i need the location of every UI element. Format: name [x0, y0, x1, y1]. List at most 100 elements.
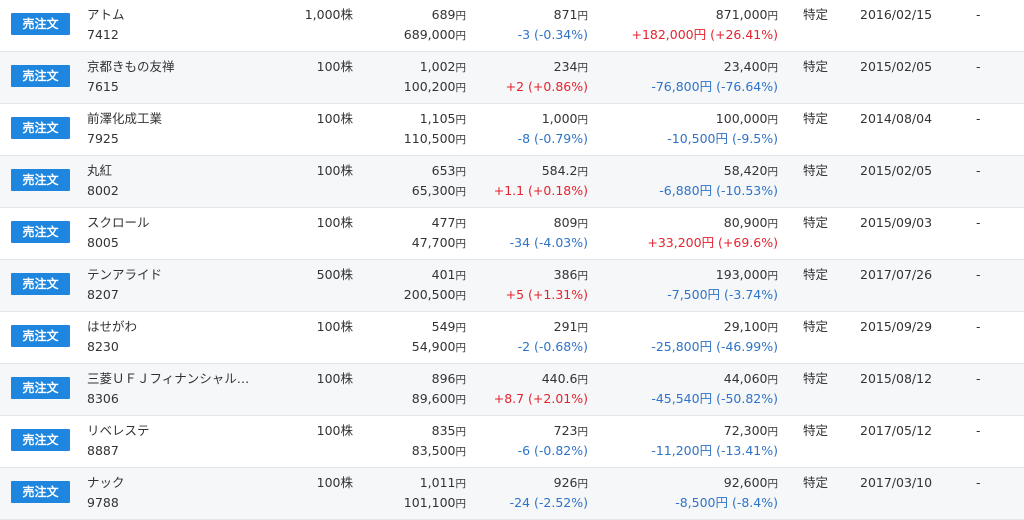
day-change: -6 (-0.82%): [517, 443, 588, 458]
currency-unit: 円: [577, 426, 589, 438]
stock-name[interactable]: ナック: [87, 475, 125, 490]
holding-row: 売注文 テンアライド 8207 500株 401円 200,500円 386円 …: [0, 260, 1024, 312]
stock-name[interactable]: 三菱ＵＦＪフィナンシャル…: [87, 371, 250, 386]
share-count: 1,000株: [304, 7, 353, 22]
unrealized-gain: +33,200円 (+69.6%): [647, 235, 778, 250]
currency-unit: 円: [455, 10, 467, 22]
market-value: 80,900円: [723, 215, 779, 230]
currency-unit: 円: [455, 446, 467, 458]
share-count: 100株: [316, 215, 353, 230]
current-price: 1,000円: [541, 111, 588, 126]
current-price: 291円: [553, 319, 588, 334]
acquisition-date: 2017/07/26: [860, 267, 933, 282]
sell-order-button[interactable]: 売注文: [11, 273, 70, 295]
stock-name[interactable]: 京都きもの友禅: [87, 59, 175, 74]
acquisition-cost: 110,500円: [403, 131, 466, 146]
stock-name[interactable]: アトム: [87, 7, 125, 22]
share-count: 100株: [316, 371, 353, 386]
share-count: 500株: [316, 267, 353, 282]
misc-value: -: [976, 475, 981, 490]
holding-row: 売注文 はせがわ 8230 100株 549円 54,900円 291円 -2 …: [0, 312, 1024, 364]
share-count: 100株: [316, 163, 353, 178]
acquisition-cost: 65,300円: [411, 183, 466, 198]
current-price: 584.2円: [541, 163, 589, 178]
unrealized-gain: -76,800円 (-76.64%): [651, 79, 778, 94]
sell-order-button[interactable]: 売注文: [11, 117, 70, 139]
holding-row: 売注文 丸紅 8002 100株 653円 65,300円 584.2円 +1.…: [0, 156, 1024, 208]
stock-name[interactable]: リベレステ: [87, 423, 150, 438]
market-value: 23,400円: [723, 59, 778, 74]
current-price: 926円: [553, 475, 588, 490]
currency-unit: 円: [455, 238, 467, 250]
currency-unit: 円: [577, 270, 589, 282]
stock-name[interactable]: 前澤化成工業: [87, 111, 163, 126]
currency-unit: 円: [577, 62, 589, 74]
market-value: 58,420円: [723, 163, 779, 178]
sell-order-button[interactable]: 売注文: [11, 169, 70, 191]
acquisition-price: 835円: [431, 423, 466, 438]
market-value: 871,000円: [715, 7, 778, 22]
acquisition-date: 2015/02/05: [860, 163, 933, 178]
sell-order-button[interactable]: 売注文: [11, 429, 70, 451]
current-price: 871円: [553, 7, 588, 22]
currency-unit: 円: [455, 374, 467, 386]
current-price: 440.6円: [541, 371, 588, 386]
unrealized-gain: -6,880円 (-10.53%): [659, 183, 778, 198]
market-value: 92,600円: [723, 475, 778, 490]
unrealized-gain: -11,200円 (-13.41%): [651, 443, 778, 458]
holding-row: 売注文 三菱ＵＦＪフィナンシャル… 8306 100株 896円 89,600円…: [0, 364, 1024, 416]
acquisition-cost: 47,700円: [411, 235, 467, 250]
day-change: +5 (+1.31%): [505, 287, 588, 302]
market-value: 44,060円: [723, 371, 779, 386]
sell-order-button[interactable]: 売注文: [11, 221, 70, 243]
currency-unit: 円: [767, 322, 779, 334]
stock-code: 8207: [87, 287, 119, 302]
misc-value: -: [976, 215, 981, 230]
acquisition-date: 2015/09/03: [860, 215, 933, 230]
acquisition-cost: 83,500円: [411, 443, 467, 458]
sell-order-button[interactable]: 売注文: [11, 13, 70, 35]
current-price: 234円: [553, 59, 589, 74]
acquisition-price: 1,011円: [419, 475, 466, 490]
acquisition-cost: 100,200円: [403, 79, 467, 94]
holding-row: 売注文 前澤化成工業 7925 100株 1,105円 110,500円 1,0…: [0, 104, 1024, 156]
currency-unit: 円: [455, 30, 467, 42]
misc-value: -: [976, 111, 981, 126]
stock-code: 8887: [87, 443, 119, 458]
stock-name[interactable]: はせがわ: [87, 319, 138, 334]
account-type: 特定: [803, 215, 829, 230]
share-count: 100株: [316, 59, 353, 74]
account-type: 特定: [803, 423, 829, 438]
day-change: -34 (-4.03%): [509, 235, 588, 250]
sell-order-button[interactable]: 売注文: [11, 377, 70, 399]
stock-code: 8005: [87, 235, 119, 250]
sell-order-button[interactable]: 売注文: [11, 65, 70, 87]
currency-unit: 円: [455, 82, 467, 94]
current-price: 386円: [553, 267, 589, 282]
stock-name[interactable]: テンアライド: [87, 267, 163, 282]
currency-unit: 円: [767, 166, 779, 178]
stock-code: 7925: [87, 131, 119, 146]
current-price: 809円: [553, 215, 589, 230]
sell-order-button[interactable]: 売注文: [11, 325, 70, 347]
account-type: 特定: [803, 319, 829, 334]
stock-name[interactable]: 丸紅: [87, 163, 113, 178]
currency-unit: 円: [577, 166, 589, 178]
sell-order-button[interactable]: 売注文: [11, 481, 70, 503]
acquisition-date: 2017/03/10: [860, 475, 933, 490]
unrealized-gain: -10,500円 (-9.5%): [667, 131, 778, 146]
acquisition-date: 2016/02/15: [860, 7, 933, 22]
currency-unit: 円: [577, 218, 589, 230]
stock-name[interactable]: スクロール: [87, 215, 150, 230]
currency-unit: 円: [767, 218, 779, 230]
day-change: -24 (-2.52%): [509, 495, 588, 510]
currency-unit: 円: [767, 374, 779, 386]
acquisition-cost: 689,000円: [403, 27, 467, 42]
share-count: 100株: [316, 475, 353, 490]
acquisition-cost: 200,500円: [403, 287, 466, 302]
acquisition-date: 2015/09/29: [860, 319, 933, 334]
day-change: -8 (-0.79%): [517, 131, 588, 146]
acquisition-price: 549円: [431, 319, 466, 334]
share-count: 100株: [316, 423, 353, 438]
